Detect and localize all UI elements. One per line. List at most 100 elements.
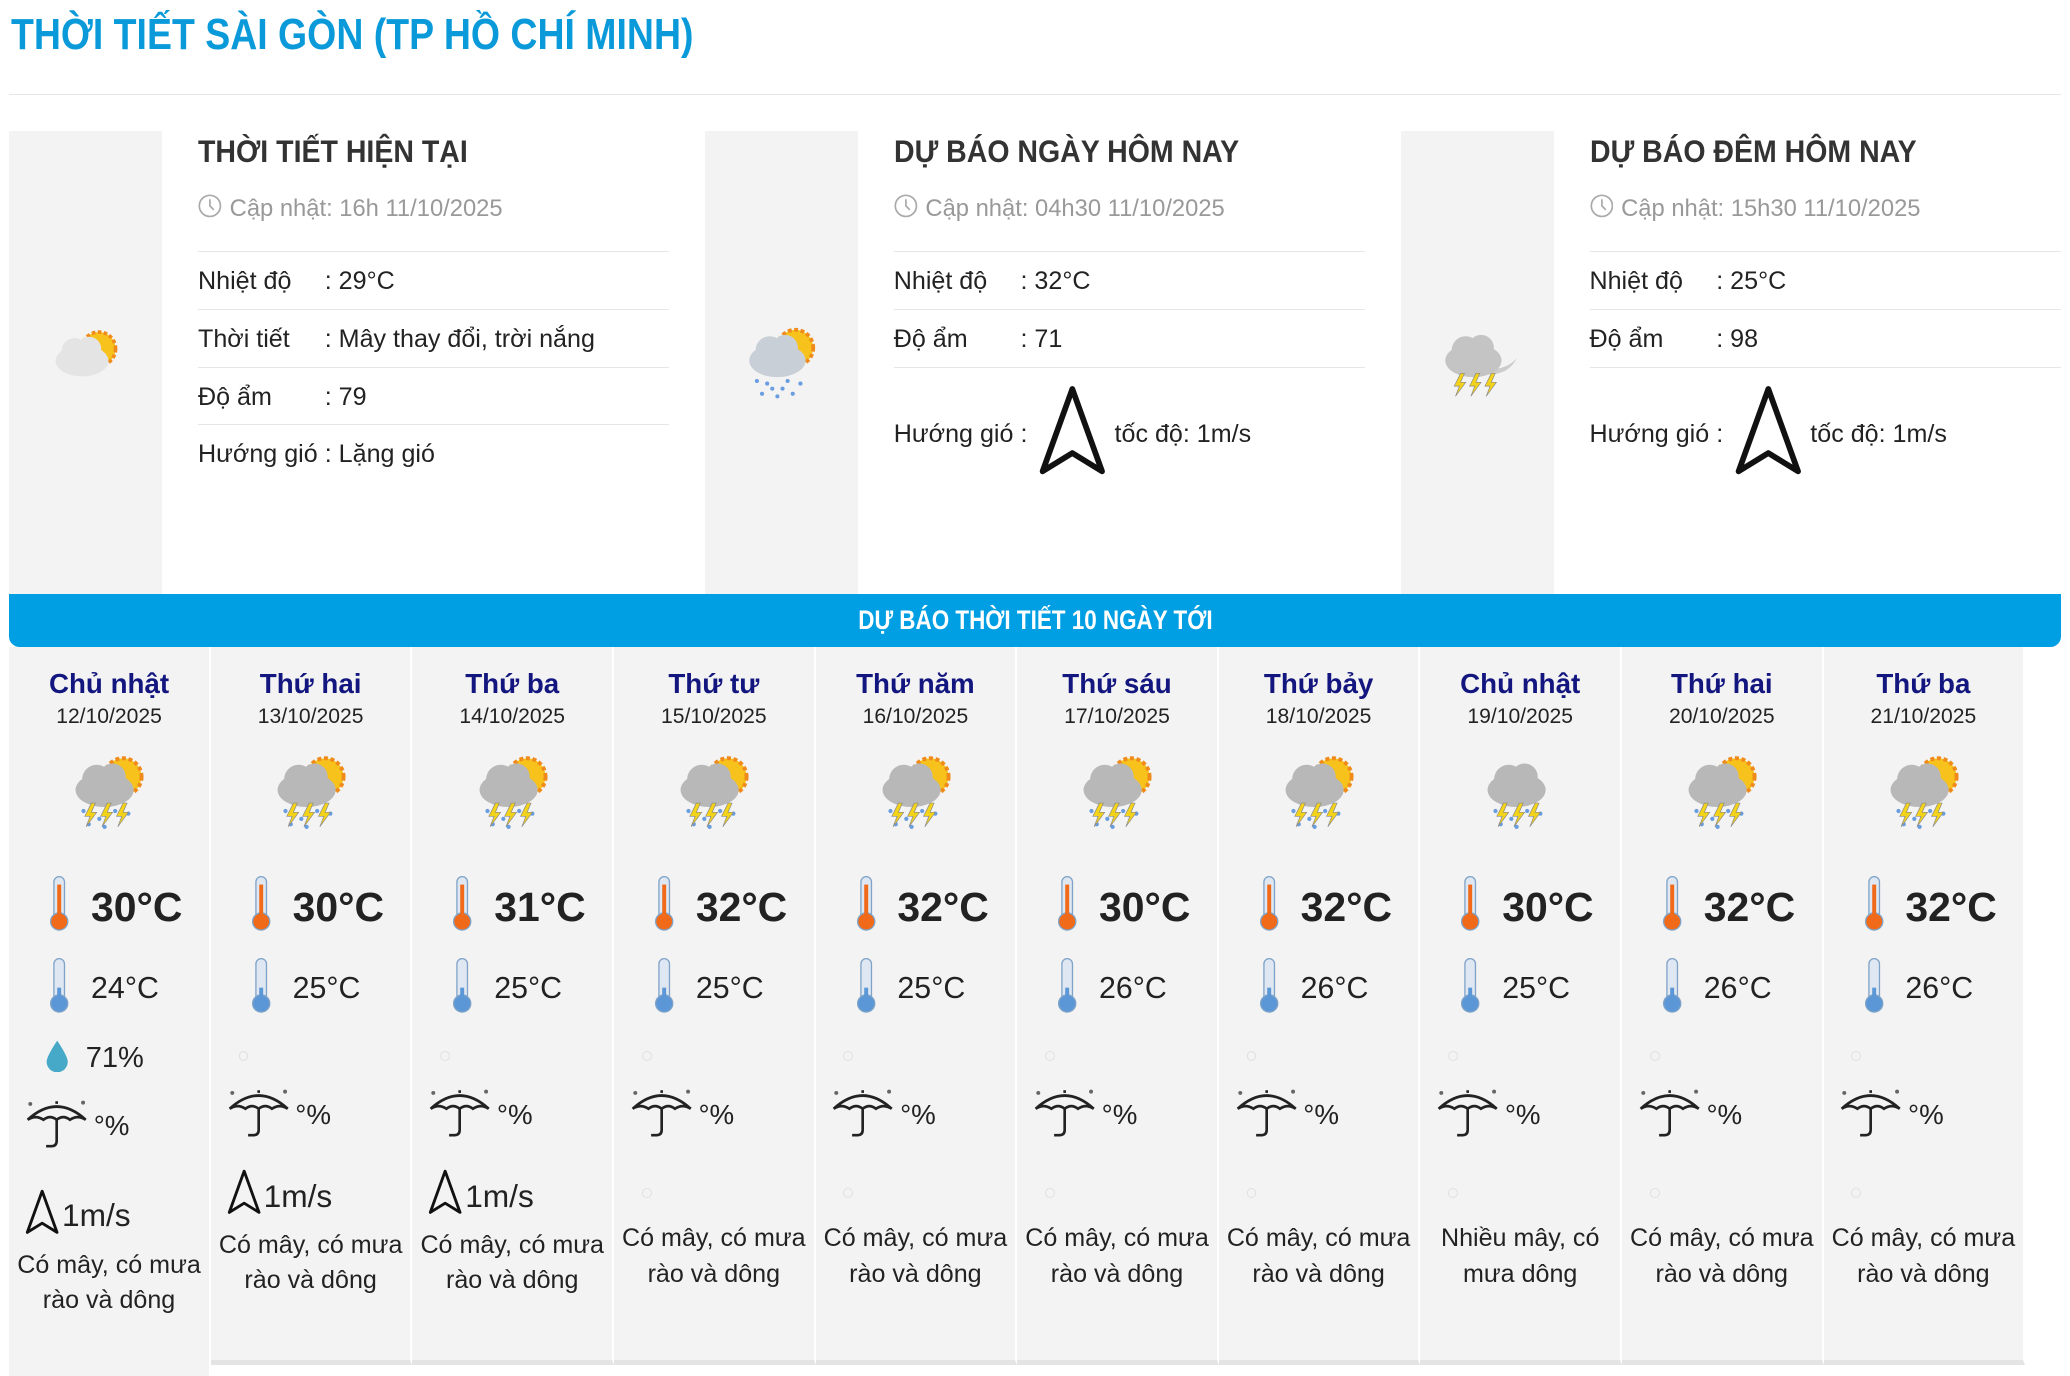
day-date: 19/10/2025 bbox=[1467, 705, 1574, 729]
moon-cloud-storm-icon bbox=[1435, 317, 1519, 407]
panel-row: Độ ẩm : 79 bbox=[198, 368, 670, 426]
rain-chance: °% bbox=[698, 1099, 735, 1131]
wind-speed: tốc độ: 1m/s bbox=[1114, 420, 1252, 449]
row-label: Độ ẩm bbox=[893, 324, 968, 353]
panel-icon-column bbox=[1400, 130, 1554, 595]
min-temp: 25°C bbox=[292, 971, 361, 1005]
day-name: Thứ hai bbox=[1670, 668, 1773, 699]
rain-chance: °% bbox=[295, 1099, 332, 1131]
day-date: 20/10/2025 bbox=[1668, 705, 1775, 729]
umbrella-icon bbox=[428, 1085, 491, 1145]
panel-row: Nhiệt độ : 32°C bbox=[893, 252, 1366, 310]
wind-placeholder-icon bbox=[641, 1188, 652, 1199]
row-value: : Mây thay đổi, trời nắng bbox=[324, 324, 595, 353]
day-description: Có mây, có mưa rào và dông bbox=[420, 1230, 604, 1295]
updated-time: Cập nhật: 15h30 11/10/2025 bbox=[1621, 195, 1921, 223]
day-description: Có mây, có mưa rào và dông bbox=[1226, 1224, 1411, 1288]
thermometer-cold-icon bbox=[449, 956, 475, 1022]
day-date: 12/10/2025 bbox=[56, 705, 162, 729]
thermometer-cold-icon bbox=[853, 956, 879, 1022]
wind-direction-icon bbox=[1734, 380, 1803, 490]
thermometer-cold-icon bbox=[1054, 956, 1080, 1022]
row-label: Thời tiết bbox=[198, 324, 290, 353]
day-date: 16/10/2025 bbox=[862, 705, 969, 729]
thermometer-cold-icon bbox=[1659, 956, 1685, 1022]
min-temp: 25°C bbox=[897, 971, 966, 1005]
humidity-drop-icon bbox=[44, 1038, 70, 1080]
day-name: Thứ hai bbox=[259, 668, 362, 699]
humidity-placeholder-icon bbox=[1851, 1050, 1862, 1061]
max-temp: 32°C bbox=[897, 884, 989, 931]
humidity-placeholder-icon bbox=[1448, 1050, 1459, 1061]
row-value: : 71 bbox=[1020, 324, 1063, 353]
weather-panel: THỜI TIẾT HIỆN TẠI Cập nhật: 16h 11/10/2… bbox=[9, 130, 705, 595]
humidity-placeholder-icon bbox=[1044, 1050, 1055, 1061]
thermometer-hot-icon bbox=[1256, 874, 1282, 942]
rain-chance: °% bbox=[93, 1109, 130, 1141]
min-temp: 25°C bbox=[695, 971, 764, 1005]
day-name: Thứ ba bbox=[1876, 668, 1971, 699]
min-temp: 26°C bbox=[1300, 971, 1369, 1005]
day-date: 17/10/2025 bbox=[1064, 705, 1170, 729]
thermometer-hot-icon bbox=[853, 874, 879, 942]
max-temp: 30°C bbox=[292, 884, 385, 931]
row-label: Hướng gió bbox=[893, 420, 1014, 449]
wind-speed: tốc độ: 1m/s bbox=[1810, 420, 1947, 449]
row-value: : 29°C bbox=[324, 267, 395, 296]
panel-row: Thời tiết : Mây thay đổi, trời nắng bbox=[198, 310, 670, 368]
sun-cloud-storm-icon bbox=[872, 745, 959, 832]
forecast-header: DỰ BÁO THỜI TIẾT 10 NGÀY TỚI bbox=[9, 594, 2061, 647]
thermometer-cold-icon bbox=[651, 956, 677, 1022]
day-description: Có mây, có mưa rào và dông bbox=[823, 1224, 1008, 1288]
humidity: 71% bbox=[85, 1042, 144, 1075]
sun-cloud-storm-icon bbox=[670, 745, 757, 832]
sun-cloud-icon bbox=[46, 320, 125, 405]
day-description: Có mây, có mưa rào và dông bbox=[218, 1230, 403, 1295]
row-label: Nhiệt độ bbox=[1589, 267, 1683, 296]
row-value: : 32°C bbox=[1020, 267, 1091, 296]
sun-cloud-storm-icon bbox=[1073, 745, 1160, 832]
divider bbox=[9, 93, 2061, 96]
forecast-day: Thứ năm 16/10/2025 32°C 25°C °% Có mây, … bbox=[815, 646, 1018, 1365]
wind-placeholder-icon bbox=[1044, 1188, 1055, 1199]
thermometer-hot-icon bbox=[449, 874, 475, 942]
rain-chance: °% bbox=[1101, 1099, 1138, 1131]
panel-row: Nhiệt độ : 25°C bbox=[1589, 252, 2061, 310]
thermometer-cold-icon bbox=[248, 956, 274, 1022]
row-value: : Lặng gió bbox=[324, 440, 435, 469]
humidity-placeholder-icon bbox=[238, 1050, 249, 1061]
day-name: Thứ bảy bbox=[1263, 668, 1374, 699]
umbrella-icon bbox=[1638, 1085, 1701, 1145]
max-temp: 30°C bbox=[1099, 884, 1191, 931]
cloud-storm-icon bbox=[1477, 745, 1564, 832]
clock-icon bbox=[894, 194, 918, 225]
day-description: Có mây, có mưa rào và dông bbox=[1630, 1224, 1814, 1288]
row-label: Độ ẩm bbox=[198, 382, 272, 411]
panel-title: DỰ BÁO NGÀY HÔM NAY bbox=[893, 133, 1239, 170]
clock-icon bbox=[1589, 194, 1614, 225]
panel-row: Hướng gió : tốc độ: 1m/s bbox=[894, 368, 1365, 500]
panel-title: THỜI TIẾT HIỆN TẠI bbox=[198, 133, 468, 170]
umbrella-icon bbox=[831, 1085, 894, 1145]
day-name: Thứ năm bbox=[856, 668, 975, 699]
panel-row: Nhiệt độ : 29°C bbox=[198, 252, 670, 310]
rain-chance: °% bbox=[900, 1099, 936, 1131]
row-label: Hướng gió bbox=[1589, 420, 1710, 449]
day-description: Có mây, có mưa rào và dông bbox=[17, 1250, 201, 1315]
panel-row: Độ ẩm : 98 bbox=[1589, 310, 2061, 368]
humidity-placeholder-icon bbox=[641, 1050, 652, 1061]
min-temp: 26°C bbox=[1703, 971, 1772, 1005]
wind-placeholder-icon bbox=[843, 1188, 854, 1199]
wind-speed: 1m/s bbox=[62, 1197, 131, 1234]
rain-chance: °% bbox=[1706, 1099, 1743, 1131]
max-temp: 32°C bbox=[695, 884, 788, 931]
sun-cloud-storm-icon bbox=[65, 745, 152, 832]
umbrella-icon bbox=[1436, 1085, 1499, 1145]
forecast-title: DỰ BÁO THỜI TIẾT 10 NGÀY TỚI bbox=[857, 604, 1213, 635]
max-temp: 32°C bbox=[1905, 884, 1997, 931]
row-label: Nhiệt độ bbox=[198, 267, 292, 296]
day-date: 13/10/2025 bbox=[257, 705, 364, 729]
umbrella-icon bbox=[1235, 1085, 1298, 1145]
row-value: : bbox=[1020, 420, 1028, 449]
forecast-day: Thứ sáu 17/10/2025 30°C 26°C °% Có mây, … bbox=[1017, 646, 1219, 1365]
